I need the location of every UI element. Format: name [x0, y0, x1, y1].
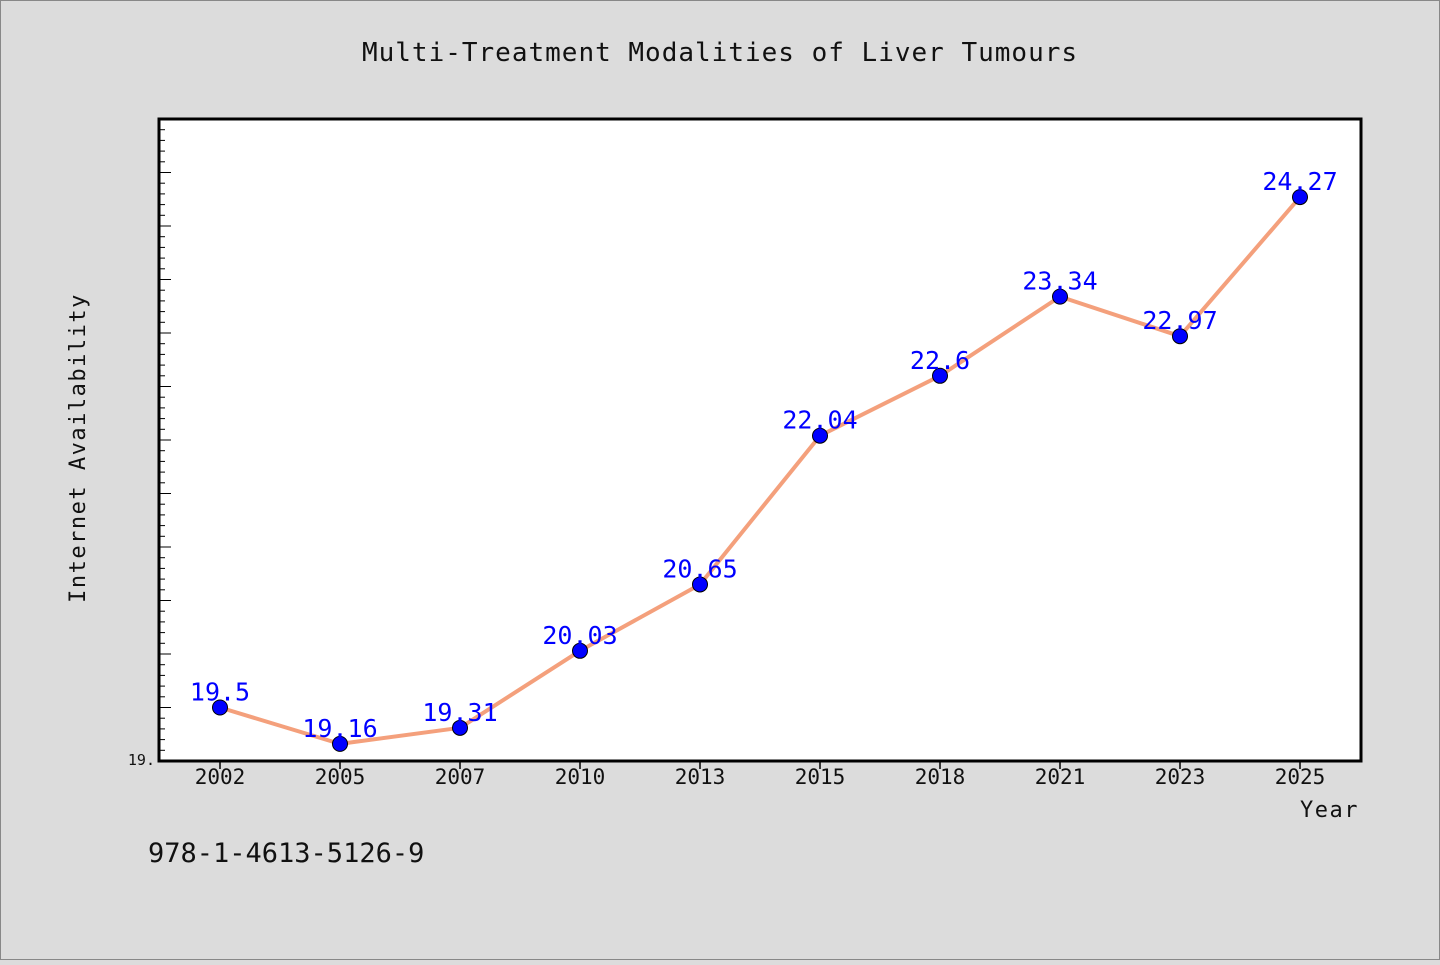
x-axis-ticks: 2002 2005 2007 2010 2013 2015 2018 2021 2023 2025	[195, 761, 1326, 789]
y-axis-ticks	[159, 129, 171, 762]
data-point	[1292, 189, 1308, 206]
data-point	[572, 642, 588, 659]
y-axis-label: Internet Availability	[66, 293, 91, 603]
series-layer: 19.5 19.16 19.31 20.03 20.65 22.04 22.6 23.34 22…	[190, 167, 1338, 752]
isbn-text: 978-1-4613-5126-9	[148, 838, 424, 869]
x-axis-label: Year	[1300, 798, 1359, 823]
x-tick-label: 2015	[795, 765, 846, 789]
x-tick-label: 2005	[315, 765, 366, 789]
data-point	[932, 367, 948, 384]
data-label: 22.97	[1142, 306, 1217, 335]
x-tick-label: 2013	[675, 765, 726, 789]
data-label: 23.34	[1022, 267, 1097, 296]
data-label: 20.03	[542, 621, 617, 650]
chart-title: Multi-Treatment Modalities of Liver Tumo…	[362, 38, 1078, 68]
data-point	[452, 719, 468, 736]
data-point	[1052, 288, 1068, 305]
data-label: 22.04	[782, 406, 857, 435]
x-tick-label: 2007	[435, 765, 486, 789]
data-point	[1172, 328, 1188, 345]
x-tick-label: 2023	[1155, 765, 1206, 789]
data-label: 22.6	[910, 346, 970, 375]
plot-area	[157, 117, 1363, 763]
data-label: 19.31	[422, 698, 497, 727]
x-tick-label: 2021	[1035, 765, 1086, 789]
x-tick-label: 2025	[1275, 765, 1326, 789]
data-label: 19.16	[302, 714, 377, 743]
data-label: 24.27	[1262, 167, 1337, 196]
x-tick-label: 2018	[915, 765, 966, 789]
data-point	[812, 427, 828, 444]
data-point	[692, 576, 708, 593]
data-label: 20.65	[662, 554, 737, 583]
data-point	[212, 699, 228, 716]
x-tick-label: 2010	[555, 765, 606, 789]
data-point	[332, 735, 348, 752]
x-tick-label: 2002	[195, 765, 246, 789]
y-tick-label: 19.	[128, 751, 155, 769]
series-line	[218, 195, 1302, 746]
data-label: 19.5	[190, 678, 250, 707]
